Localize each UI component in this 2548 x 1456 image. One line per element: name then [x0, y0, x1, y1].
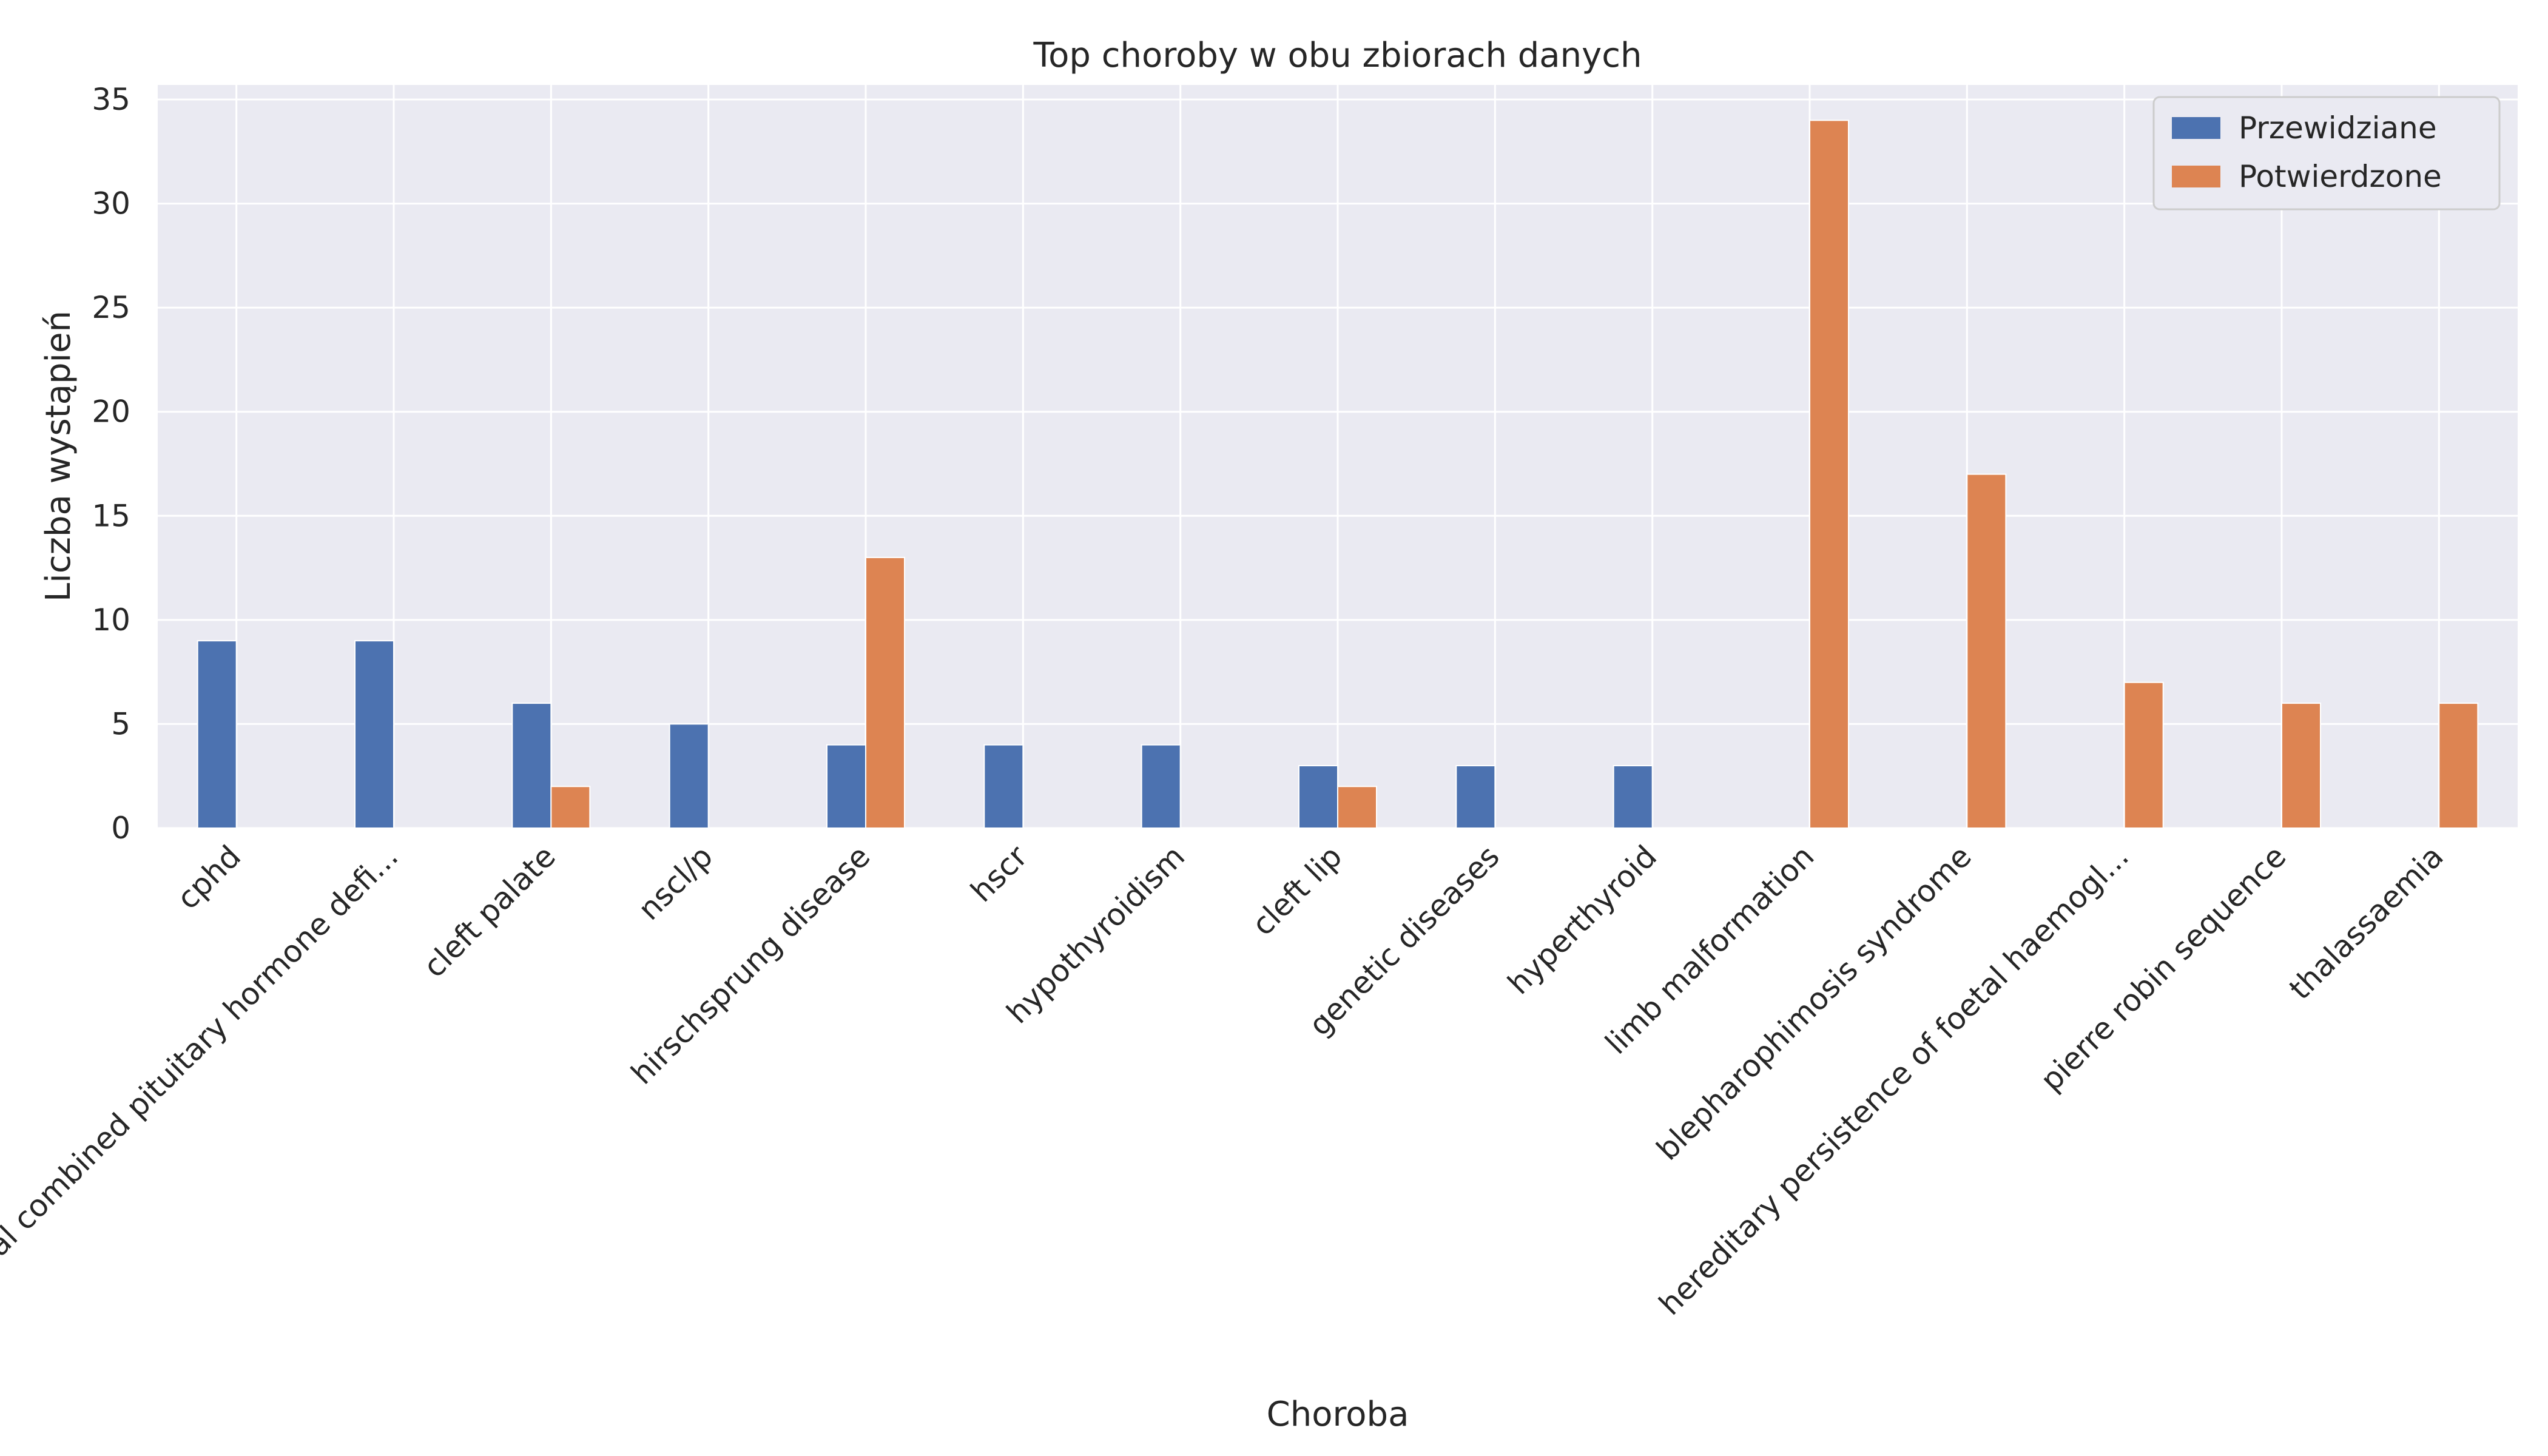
y-tick-label: 20: [92, 394, 130, 430]
y-tick-label: 5: [111, 706, 130, 741]
x-tick-label-hyperthyroid: hyperthyroid: [1501, 838, 1663, 1001]
bars: [197, 120, 2479, 829]
bar-przewidziane-cleft-palate: [511, 703, 552, 829]
bar-przewidziane-hyperthyroid: [1613, 765, 1653, 829]
chart-title: Top choroby w obu zbiorach danych: [1033, 36, 1642, 75]
y-tick-label: 35: [92, 82, 130, 117]
x-tick-label-thalassaemia: thalassaemia: [2282, 838, 2450, 1006]
x-tick-label-cphd: cphd: [170, 838, 248, 916]
y-tick-label: 15: [92, 498, 130, 533]
bar-potwierdzone-hereditary-persistence-of-foetal-haemogl: [2123, 681, 2164, 829]
legend-label-przewidziane: Przewidziane: [2239, 110, 2437, 146]
y-tick-label: 25: [92, 290, 130, 325]
x-tick-label-cleft-palate: cleft palate: [417, 838, 562, 984]
legend-swatch-przewidziane: [2172, 117, 2220, 139]
bar-przewidziane-hypothyroidism: [1141, 744, 1181, 829]
y-tick-label: 10: [92, 602, 130, 638]
y-tick-label: 30: [92, 186, 130, 221]
bar-przewidziane-cphd: [197, 640, 237, 829]
x-tick-label-familial-combined-pituitary-hormone-defi: familial combined pituitary hormone defi…: [0, 838, 405, 1323]
bar-potwierdzone-hirschsprung-disease: [865, 556, 905, 829]
x-tick-label-hscr: hscr: [964, 838, 1034, 909]
bar-przewidziane-nscl-p: [669, 723, 709, 829]
x-tick-label-blepharophimosis-syndrome: blepharophimosis syndrome: [1650, 838, 1978, 1167]
y-tick-label: 0: [111, 811, 130, 846]
bar-potwierdzone-cleft-lip: [1337, 786, 1377, 829]
bar-przewidziane-hscr: [983, 744, 1024, 829]
bar-przewidziane-genetic-diseases: [1455, 765, 1496, 829]
x-axis-label: Choroba: [1267, 1395, 1409, 1434]
bar-potwierdzone-limb-malformation: [1809, 120, 1849, 829]
y-tick-labels: 0 5 10 15 20 25 30 35: [92, 82, 130, 846]
bar-przewidziane-hirschsprung-disease: [826, 744, 866, 829]
x-tick-label-cleft-lip: cleft lip: [1245, 838, 1349, 942]
legend-label-potwierdzone: Potwierdzone: [2239, 159, 2442, 194]
bar-przewidziane-familial-combined-pituitary-hormone-defi: [354, 640, 394, 829]
bar-przewidziane-cleft-lip: [1298, 765, 1338, 829]
bar-potwierdzone-thalassaemia: [2438, 703, 2479, 829]
legend-frame: [2152, 96, 2501, 211]
legend: Przewidziane Potwierdzone: [2152, 96, 2501, 211]
bar-potwierdzone-pierre-robin-sequence: [2281, 703, 2321, 829]
x-tick-label-nscl-p: nscl/p: [632, 838, 720, 926]
legend-swatch-potwierdzone: [2172, 166, 2220, 187]
y-axis-label: Liczba wystąpień: [39, 311, 78, 602]
bar-potwierdzone-blepharophimosis-syndrome: [1966, 473, 2007, 829]
bar-potwierdzone-cleft-palate: [550, 786, 591, 829]
